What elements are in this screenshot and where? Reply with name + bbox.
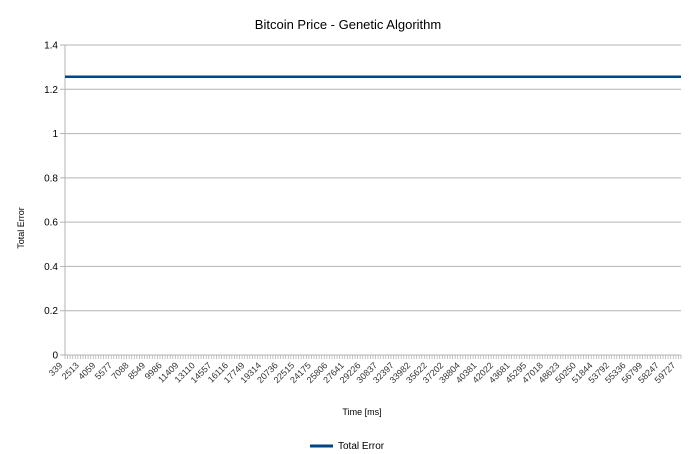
y-tick-label: 0.6 [44, 218, 58, 229]
x-tick-label: 8549 [126, 360, 147, 381]
x-tick-label: 4059 [76, 360, 97, 381]
y-tick-label: 1.4 [44, 41, 58, 52]
legend: Total Error [310, 441, 385, 452]
y-tick-label: 1.2 [44, 85, 58, 96]
x-axis-label: Time [ms] [342, 407, 381, 417]
y-tick-label: 0.4 [44, 262, 58, 273]
y-tick-label: 0.2 [44, 306, 58, 317]
y-tick-label: 0.8 [44, 173, 58, 184]
chart-title: Bitcoin Price - Genetic Algorithm [255, 17, 441, 32]
x-tick-label: 7088 [109, 360, 130, 381]
y-axis-label: Total Error [16, 207, 26, 249]
grid-lines [60, 44, 682, 359]
x-tick-label: 2513 [60, 360, 81, 381]
x-tick-labels: 3392513405955777088854999861140913110145… [47, 360, 678, 385]
y-tick-labels: 0 0.2 0.4 0.6 0.8 1 1.2 1.4 [44, 41, 58, 362]
x-tick-label: 5577 [93, 360, 114, 381]
y-tick-label: 1 [52, 129, 58, 140]
legend-label-total-error: Total Error [338, 441, 385, 452]
y-tick-label: 0 [52, 351, 58, 362]
